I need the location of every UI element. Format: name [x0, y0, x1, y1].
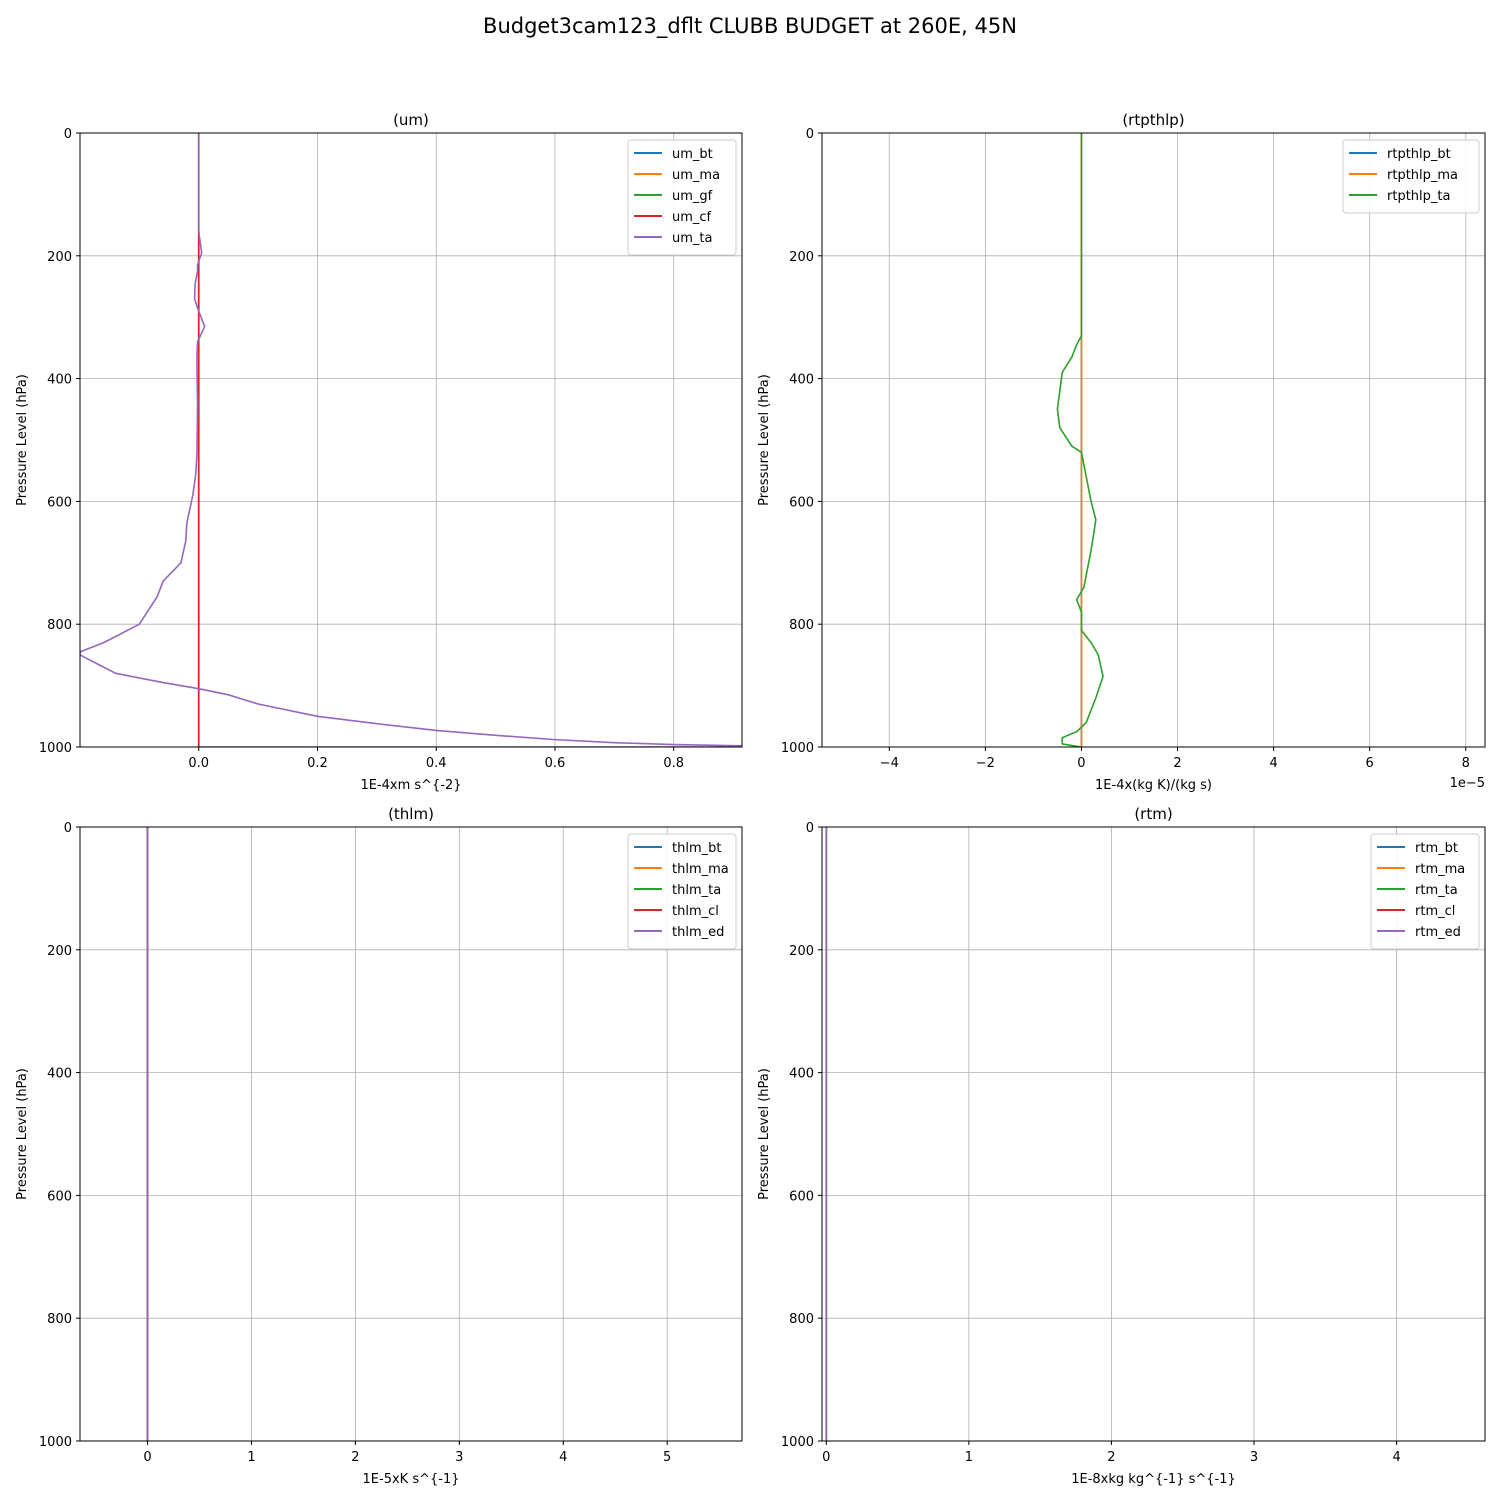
y-tick-label: 800 [47, 1312, 72, 1327]
chart-panel-2: 0 1 2 3 4 5 0 200 400 600 800 1000 (thlm) 1E-5xK s^{-… [15, 805, 743, 1487]
chart-panel-3: 0 1 2 3 4 0 200 400 600 800 1000 (rtm) 1E-8xkg kg^{-… [757, 805, 1486, 1487]
x-tick-label: 1 [247, 1450, 255, 1465]
legend-label: rtm_ma [1415, 862, 1465, 877]
y-tick-label: 800 [789, 618, 814, 633]
x-tick-label: 5 [663, 1450, 671, 1465]
legend: rtm_bt rtm_ma rtm_ta rtm_cl rtm_ed [1370, 833, 1480, 950]
y-tick-label: 1000 [39, 1435, 72, 1450]
legend: thlm_bt thlm_ma thlm_ta thlm_cl thlm_ed [627, 833, 737, 950]
x-tick-label: 3 [1250, 1450, 1258, 1465]
legend-label: rtpthlp_bt [1387, 147, 1451, 162]
chart-title: (rtpthlp) [1122, 111, 1184, 129]
legend-label: um_ma [672, 168, 720, 183]
x-tick-label: −2 [976, 756, 995, 771]
x-tick-label: 0.0 [188, 756, 209, 771]
x-tick-label: 4 [1392, 1450, 1400, 1465]
y-tick-label: 600 [789, 1189, 814, 1204]
chart-title: (um) [393, 111, 429, 129]
y-tick-label: 400 [47, 373, 72, 388]
x-tick-label: 0 [1077, 756, 1085, 771]
axes-frame [821, 132, 1486, 748]
y-tick-label: 0 [64, 821, 72, 836]
x-tick-label: 4 [1269, 756, 1277, 771]
legend-label: rtm_ta [1415, 883, 1458, 898]
x-tick-label: 0 [822, 1450, 830, 1465]
legend-box [1370, 833, 1480, 950]
legend-label: thlm_cl [672, 904, 719, 919]
y-tick-label: 0 [806, 127, 814, 142]
x-axis-label: 1E-4x(kg K)/(kg s) [1095, 778, 1212, 793]
x-tick-label: 0.8 [663, 756, 684, 771]
legend-label: rtm_bt [1415, 841, 1458, 856]
data-lines [80, 133, 742, 747]
data-lines [1056, 133, 1104, 747]
y-tick-label: 400 [789, 1067, 814, 1082]
y-tick-label: 400 [789, 373, 814, 388]
legend-label: thlm_bt [672, 841, 721, 856]
x-tick-label: 2 [1107, 1450, 1115, 1465]
x-tick-label: 4 [559, 1450, 567, 1465]
legend: rtpthlp_bt rtpthlp_ma rtpthlp_ta [1342, 139, 1480, 214]
axes-frame [821, 826, 1486, 1442]
x-tick-label: 6 [1366, 756, 1374, 771]
x-offset-label: 1e−5 [1450, 776, 1485, 791]
y-tick-label: 1000 [781, 1435, 814, 1450]
legend-label: um_cf [672, 210, 712, 225]
y-tick-label: 0 [64, 127, 72, 142]
series-line-rtpthlp_ta [1056, 133, 1104, 747]
legend-label: um_bt [672, 147, 713, 162]
axes-frame [79, 132, 743, 748]
x-tick-label: 0 [143, 1450, 151, 1465]
legend-label: rtpthlp_ta [1387, 189, 1450, 204]
legend-label: rtm_cl [1415, 904, 1455, 919]
x-tick-label: 0.4 [426, 756, 447, 771]
y-axis-label: Pressure Level (hPa) [757, 1068, 772, 1200]
y-tick-label: 1000 [781, 741, 814, 756]
y-tick-label: 800 [47, 618, 72, 633]
x-axis-label: 1E-8xkg kg^{-1} s^{-1} [1071, 1472, 1236, 1487]
chart-panel-0: 0.0 0.2 0.4 0.6 0.8 0 200 400 600 800 1000 (um) 1E-4… [15, 111, 743, 793]
y-tick-label: 600 [47, 1189, 72, 1204]
x-tick-label: 3 [455, 1450, 463, 1465]
legend-label: rtpthlp_ma [1387, 168, 1458, 183]
x-tick-label: 2 [351, 1450, 359, 1465]
y-tick-label: 600 [789, 495, 814, 510]
legend: um_bt um_ma um_gf um_cf um_ta [627, 139, 737, 256]
legend-label: thlm_ed [672, 925, 724, 940]
x-tick-label: 8 [1462, 756, 1470, 771]
figure-title: Budget3cam123_dflt CLUBB BUDGET at 260E,… [483, 14, 1017, 38]
y-tick-label: 0 [806, 821, 814, 836]
axes-frame [79, 826, 743, 1442]
x-tick-label: 0.2 [307, 756, 328, 771]
y-tick-label: 200 [47, 250, 72, 265]
legend-label: um_ta [672, 231, 712, 246]
x-axis-label: 1E-4xm s^{-2} [360, 778, 461, 793]
x-axis-label: 1E-5xK s^{-1} [363, 1472, 460, 1487]
y-tick-label: 800 [789, 1312, 814, 1327]
y-tick-label: 200 [789, 944, 814, 959]
y-tick-label: 600 [47, 495, 72, 510]
series-line-um_ta [80, 133, 742, 747]
y-tick-label: 400 [47, 1067, 72, 1082]
y-tick-label: 200 [47, 944, 72, 959]
x-tick-label: −4 [880, 756, 899, 771]
y-tick-label: 1000 [39, 741, 72, 756]
chart-title: (rtm) [1134, 805, 1172, 823]
legend-label: thlm_ta [672, 883, 721, 898]
y-axis-label: Pressure Level (hPa) [15, 1068, 30, 1200]
legend-box [627, 139, 737, 256]
legend-label: rtm_ed [1415, 925, 1461, 940]
y-tick-label: 200 [789, 250, 814, 265]
x-tick-label: 2 [1173, 756, 1181, 771]
x-tick-label: 0.6 [545, 756, 566, 771]
legend-box [627, 833, 737, 950]
chart-panel-1: −4 −2 0 2 4 6 8 0 200 400 600 800 1000 (rtpthlp) 1E-4x… [757, 111, 1486, 793]
y-axis-label: Pressure Level (hPa) [15, 374, 30, 506]
y-axis-label: Pressure Level (hPa) [757, 374, 772, 506]
legend-label: thlm_ma [672, 862, 729, 877]
chart-title: (thlm) [388, 805, 434, 823]
x-tick-label: 1 [965, 1450, 973, 1465]
legend-label: um_gf [672, 189, 713, 204]
